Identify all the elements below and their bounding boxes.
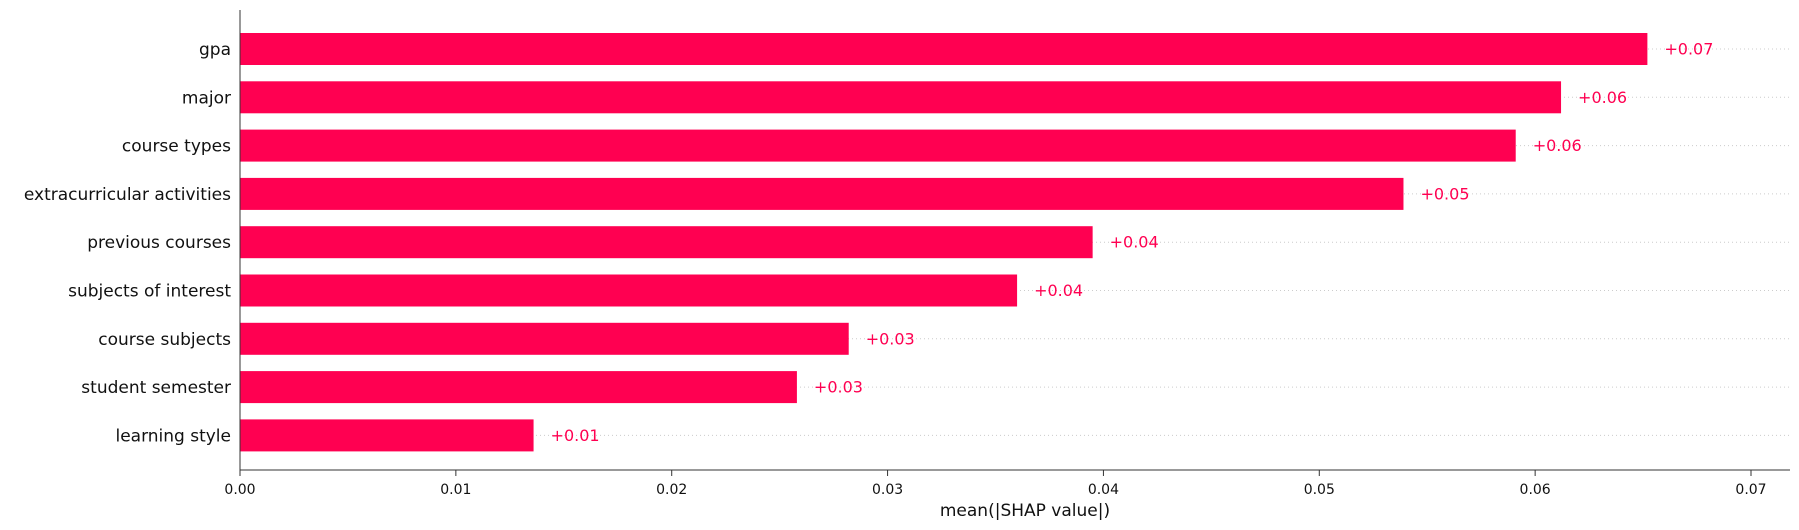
x-tick-label: 0.02 [656,482,687,498]
bar-major [240,81,1562,114]
y-tick-label: course subjects [98,330,231,350]
bars [240,33,1648,452]
y-tick-label: learning style [115,426,231,446]
y-tick-label: student semester [81,378,231,398]
x-tick-labels: 0.00 0.01 0.02 0.03 0.04 0.05 0.06 0.07 [224,470,1767,498]
y-tick-label: subjects of interest [68,282,231,302]
bar-course-types [240,129,1516,162]
x-tick-label: 0.03 [872,482,903,498]
value-label: +0.05 [1420,184,1469,203]
value-label: +0.04 [1034,281,1083,300]
value-label: +0.06 [1533,136,1582,155]
value-label: +0.03 [866,329,915,348]
x-axis-label: mean(|SHAP value|) [940,501,1110,521]
y-tick-label: extracurricular activities [24,185,231,205]
bar-gpa [240,33,1648,65]
x-tick-label: 0.05 [1304,482,1335,498]
x-tick-label: 0.06 [1520,482,1551,498]
bar-learning-style [240,419,534,452]
y-tick-labels: gpa major course types extracurricular acti… [24,40,231,446]
y-tick-label: major [182,88,231,108]
value-label: +0.01 [551,426,600,445]
bar-student-semester [240,371,797,404]
value-label: +0.07 [1664,40,1713,59]
y-tick-label: gpa [199,40,231,60]
y-tick-label: previous courses [87,233,231,253]
x-tick-label: 0.01 [440,482,471,498]
value-label: +0.03 [814,378,863,397]
x-tick-label: 0.07 [1735,482,1766,498]
value-labels: +0.07 +0.06 +0.06 +0.05 +0.04 +0.04 +0.03 +0.03… [551,40,1714,445]
bar-course-subjects [240,322,849,355]
value-label: +0.04 [1110,233,1159,252]
y-tick-label: course types [122,137,231,157]
bar-extracurricular-activities [240,177,1404,210]
bar-previous-courses [240,226,1093,259]
x-tick-label: 0.04 [1088,482,1119,498]
x-tick-label: 0.00 [224,482,255,498]
bar-subjects-of-interest [240,274,1018,307]
value-label: +0.06 [1578,88,1627,107]
